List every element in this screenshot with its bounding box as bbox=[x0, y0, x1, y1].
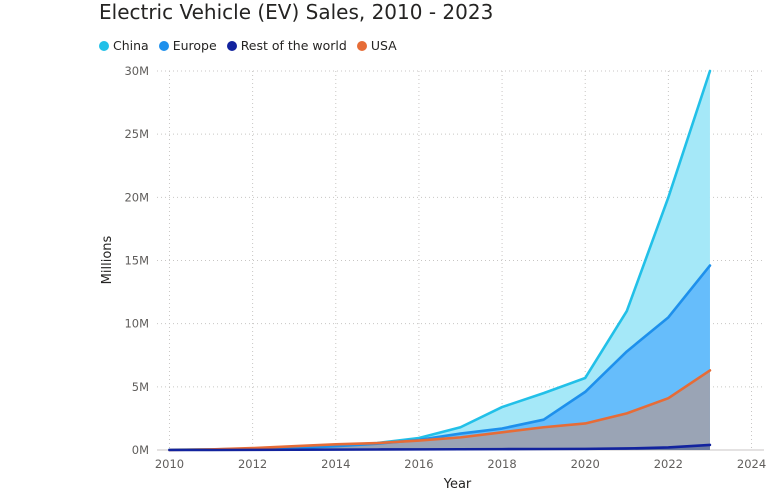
series-area-rest-of-the-world bbox=[169, 444, 710, 450]
series-area-europe bbox=[169, 265, 710, 450]
data-point[interactable] bbox=[374, 446, 380, 452]
data-point[interactable] bbox=[458, 446, 464, 452]
data-point[interactable] bbox=[541, 446, 547, 452]
data-point[interactable] bbox=[499, 404, 505, 410]
data-point[interactable] bbox=[707, 367, 713, 373]
legend-label: USA bbox=[370, 38, 397, 53]
x-tick-label: 2018 bbox=[487, 457, 516, 471]
data-point[interactable] bbox=[582, 375, 588, 381]
x-tick-label: 2010 bbox=[155, 457, 184, 471]
legend-label: Rest of the world bbox=[240, 38, 347, 53]
data-point[interactable] bbox=[707, 68, 713, 74]
x-tick-label: 2024 bbox=[737, 457, 766, 471]
data-point[interactable] bbox=[582, 446, 588, 452]
data-point[interactable] bbox=[541, 417, 547, 423]
chart-title: Electric Vehicle (EV) Sales, 2010 - 2023 bbox=[99, 0, 494, 24]
data-point[interactable] bbox=[665, 395, 671, 401]
y-axis-ticks: 0M 5M 10M 15M 20M 25M 30M bbox=[124, 64, 149, 457]
data-point[interactable] bbox=[250, 445, 256, 451]
data-point[interactable] bbox=[458, 434, 464, 440]
data-point[interactable] bbox=[665, 194, 671, 200]
data-point[interactable] bbox=[582, 420, 588, 426]
data-point[interactable] bbox=[333, 447, 339, 453]
series-areas bbox=[169, 71, 710, 450]
x-tick-label: 2020 bbox=[571, 457, 600, 471]
data-point[interactable] bbox=[707, 263, 713, 269]
x-axis-title: Year bbox=[443, 477, 472, 492]
legend-item[interactable]: USA bbox=[356, 38, 397, 53]
data-point[interactable] bbox=[291, 443, 297, 449]
legend-item[interactable]: Rest of the world bbox=[226, 38, 347, 53]
data-point[interactable] bbox=[624, 348, 630, 354]
data-point[interactable] bbox=[624, 308, 630, 314]
legend-marker-icon bbox=[158, 40, 169, 51]
data-point[interactable] bbox=[208, 446, 214, 452]
data-point[interactable] bbox=[374, 440, 380, 446]
legend-marker-icon bbox=[99, 40, 109, 51]
chart-legend: China Europe Rest of the world USA bbox=[99, 38, 397, 53]
data-point[interactable] bbox=[624, 410, 630, 416]
data-point[interactable] bbox=[582, 389, 588, 395]
y-tick-label: 25M bbox=[124, 127, 149, 141]
data-point[interactable] bbox=[499, 429, 505, 435]
x-tick-label: 2012 bbox=[238, 457, 267, 471]
data-point[interactable] bbox=[499, 446, 505, 452]
data-point[interactable] bbox=[541, 390, 547, 396]
data-point[interactable] bbox=[624, 445, 630, 451]
data-point[interactable] bbox=[333, 441, 339, 447]
data-point[interactable] bbox=[665, 444, 671, 450]
y-tick-label: 30M bbox=[124, 64, 149, 78]
y-tick-label: 10M bbox=[124, 317, 149, 331]
series-lines bbox=[166, 68, 713, 453]
legend-label: Europe bbox=[172, 38, 217, 53]
x-axis-ticks: 2010 2012 2014 2016 2018 2020 2022 2024 bbox=[155, 457, 766, 471]
y-tick-label: 5M bbox=[132, 380, 149, 394]
data-point[interactable] bbox=[416, 438, 422, 444]
y-axis-title: Millions bbox=[100, 235, 115, 284]
data-point[interactable] bbox=[458, 424, 464, 430]
y-tick-label: 15M bbox=[124, 254, 149, 268]
legend-item[interactable]: Europe bbox=[158, 38, 217, 53]
series-line-rest-of-the-world bbox=[168, 443, 712, 452]
data-point[interactable] bbox=[665, 314, 671, 320]
series-area-usa bbox=[169, 370, 710, 450]
legend-marker-icon bbox=[356, 40, 367, 51]
series-line-usa bbox=[168, 369, 712, 452]
legend-marker-icon bbox=[226, 40, 237, 51]
legend-label: China bbox=[113, 38, 149, 53]
x-tick-label: 2022 bbox=[654, 457, 683, 471]
x-tick-label: 2014 bbox=[321, 457, 350, 471]
data-point[interactable] bbox=[166, 447, 172, 453]
y-tick-label: 0M bbox=[132, 443, 149, 457]
y-tick-label: 20M bbox=[124, 190, 149, 204]
data-point[interactable] bbox=[541, 424, 547, 430]
x-tick-label: 2016 bbox=[404, 457, 433, 471]
data-point[interactable] bbox=[416, 446, 422, 452]
legend-item[interactable]: China bbox=[99, 38, 149, 53]
data-point[interactable] bbox=[707, 442, 713, 448]
